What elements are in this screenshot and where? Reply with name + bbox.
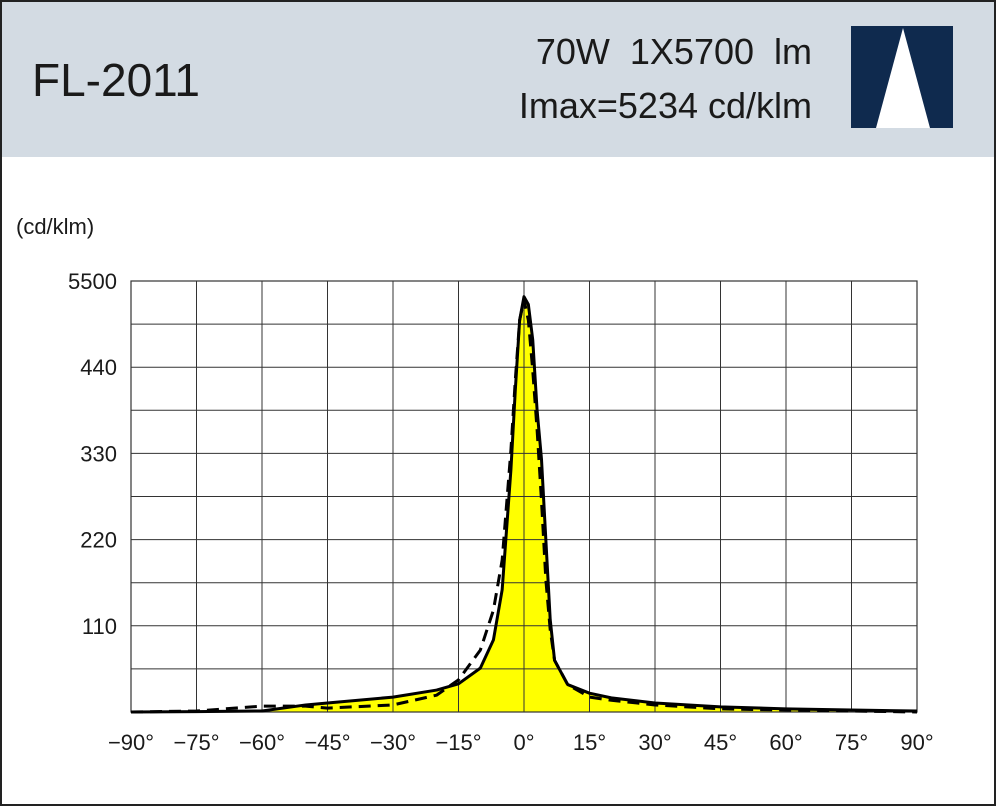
x-tick-label: 30°: [638, 730, 671, 755]
x-tick-label: −45°: [304, 730, 350, 755]
x-tick-label: 75°: [835, 730, 868, 755]
x-tick-label: 60°: [769, 730, 802, 755]
header-band: [2, 2, 994, 157]
subtitle: Imax=5234 cd/klm: [519, 85, 812, 126]
x-tick-label: 90°: [900, 730, 933, 755]
x-tick-label: −30°: [370, 730, 416, 755]
subtitle: 70W 1X5700 lm: [536, 31, 812, 72]
chart-title: FL-2011: [32, 54, 200, 106]
x-tick-label: −75°: [173, 730, 219, 755]
line: [130, 298, 918, 714]
x-tick-label: −15°: [435, 730, 481, 755]
y-tick-label: 440: [80, 355, 117, 380]
plot-border: [130, 280, 918, 713]
y-tick-label: 330: [80, 441, 117, 466]
x-tick-label: −60°: [239, 730, 285, 755]
logo-beam: [876, 28, 930, 128]
y-tick-label: 220: [80, 528, 117, 553]
x-tick-label: −90°: [108, 730, 154, 755]
y-tick-label: 5500: [68, 269, 117, 294]
x-tick-label: 15°: [573, 730, 606, 755]
y-axis-label: (cd/klm): [16, 214, 94, 239]
x-tick-label: 45°: [704, 730, 737, 755]
y-tick-label: 110: [82, 614, 117, 639]
x-tick-label: 0°: [513, 730, 534, 755]
line: [130, 295, 918, 714]
